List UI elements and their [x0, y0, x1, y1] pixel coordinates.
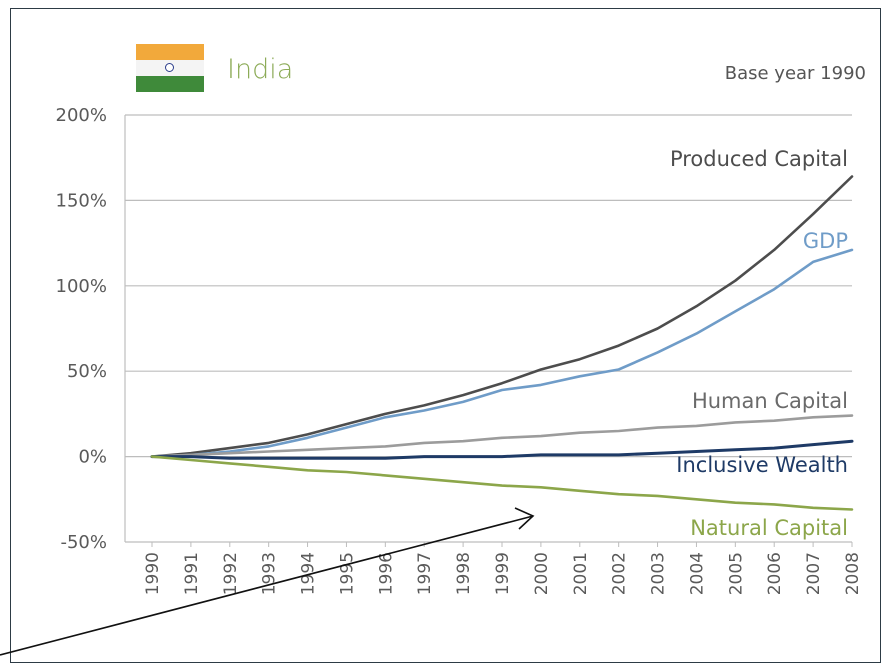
base-year-note: Base year 1990: [724, 63, 866, 84]
x-tick-label: 2006: [765, 552, 785, 595]
x-tick-label: 2007: [804, 552, 824, 595]
series-line-inclusive: [150, 439, 854, 460]
series-lines: [150, 175, 854, 511]
x-tick-label: 1994: [299, 552, 319, 595]
x-tick-label: 1995: [337, 552, 357, 595]
x-tick-label: 1998: [454, 552, 474, 595]
series-label-inclusive: Inclusive Wealth: [676, 453, 848, 477]
y-tick-label: 50%: [67, 361, 107, 382]
x-tick-label: 1992: [221, 552, 241, 595]
series-labels: Produced Capital GDP Human Capital Inclusiv…: [670, 147, 848, 540]
x-tick-label: 2001: [571, 552, 591, 595]
series-label-produced: Produced Capital: [670, 147, 848, 171]
x-tick-label: 2002: [610, 552, 630, 595]
annotation-arrow-line: [0, 515, 534, 656]
x-tick-label: 1997: [415, 552, 435, 595]
series-label-gdp: GDP: [803, 229, 848, 253]
y-tick-label: 200%: [56, 105, 107, 126]
x-tick-label: 2008: [843, 552, 863, 595]
x-tick-label: 2005: [726, 552, 746, 595]
x-tick-label: 1990: [143, 552, 163, 595]
series-line-gdp: [150, 248, 854, 458]
y-tick-label: 100%: [56, 276, 107, 297]
x-axis: 1990 1991 1992 1993 1994 1995 1996 1997 1998 1999…: [143, 542, 863, 595]
x-tick-label: 1996: [376, 552, 396, 595]
x-tick-label: 2003: [649, 552, 669, 595]
series-line-human: [150, 414, 854, 458]
y-tick-label: -50%: [60, 532, 107, 553]
y-tick-label: 150%: [56, 190, 107, 211]
chart-frame: [10, 8, 881, 663]
x-tick-label: 2004: [687, 552, 707, 595]
series-label-natural: Natural Capital: [690, 516, 848, 540]
india-flag-icon: [136, 44, 204, 92]
y-axis: -50% 0% 50% 100% 150% 200%: [56, 105, 126, 553]
annotation-arrowhead: [514, 507, 535, 530]
x-tick-label: 1991: [182, 552, 202, 595]
x-tick-label: 1993: [260, 552, 280, 595]
country-title: India: [227, 54, 294, 85]
y-tick-label: 0%: [78, 447, 107, 468]
x-tick-label: 1999: [493, 552, 513, 595]
series-line-natural: [150, 455, 854, 511]
annotation-arrow: [0, 507, 535, 656]
grid-lines: [125, 114, 852, 543]
x-tick-label: 2000: [532, 552, 552, 595]
series-label-human: Human Capital: [692, 389, 848, 413]
series-line-produced: [150, 175, 854, 458]
